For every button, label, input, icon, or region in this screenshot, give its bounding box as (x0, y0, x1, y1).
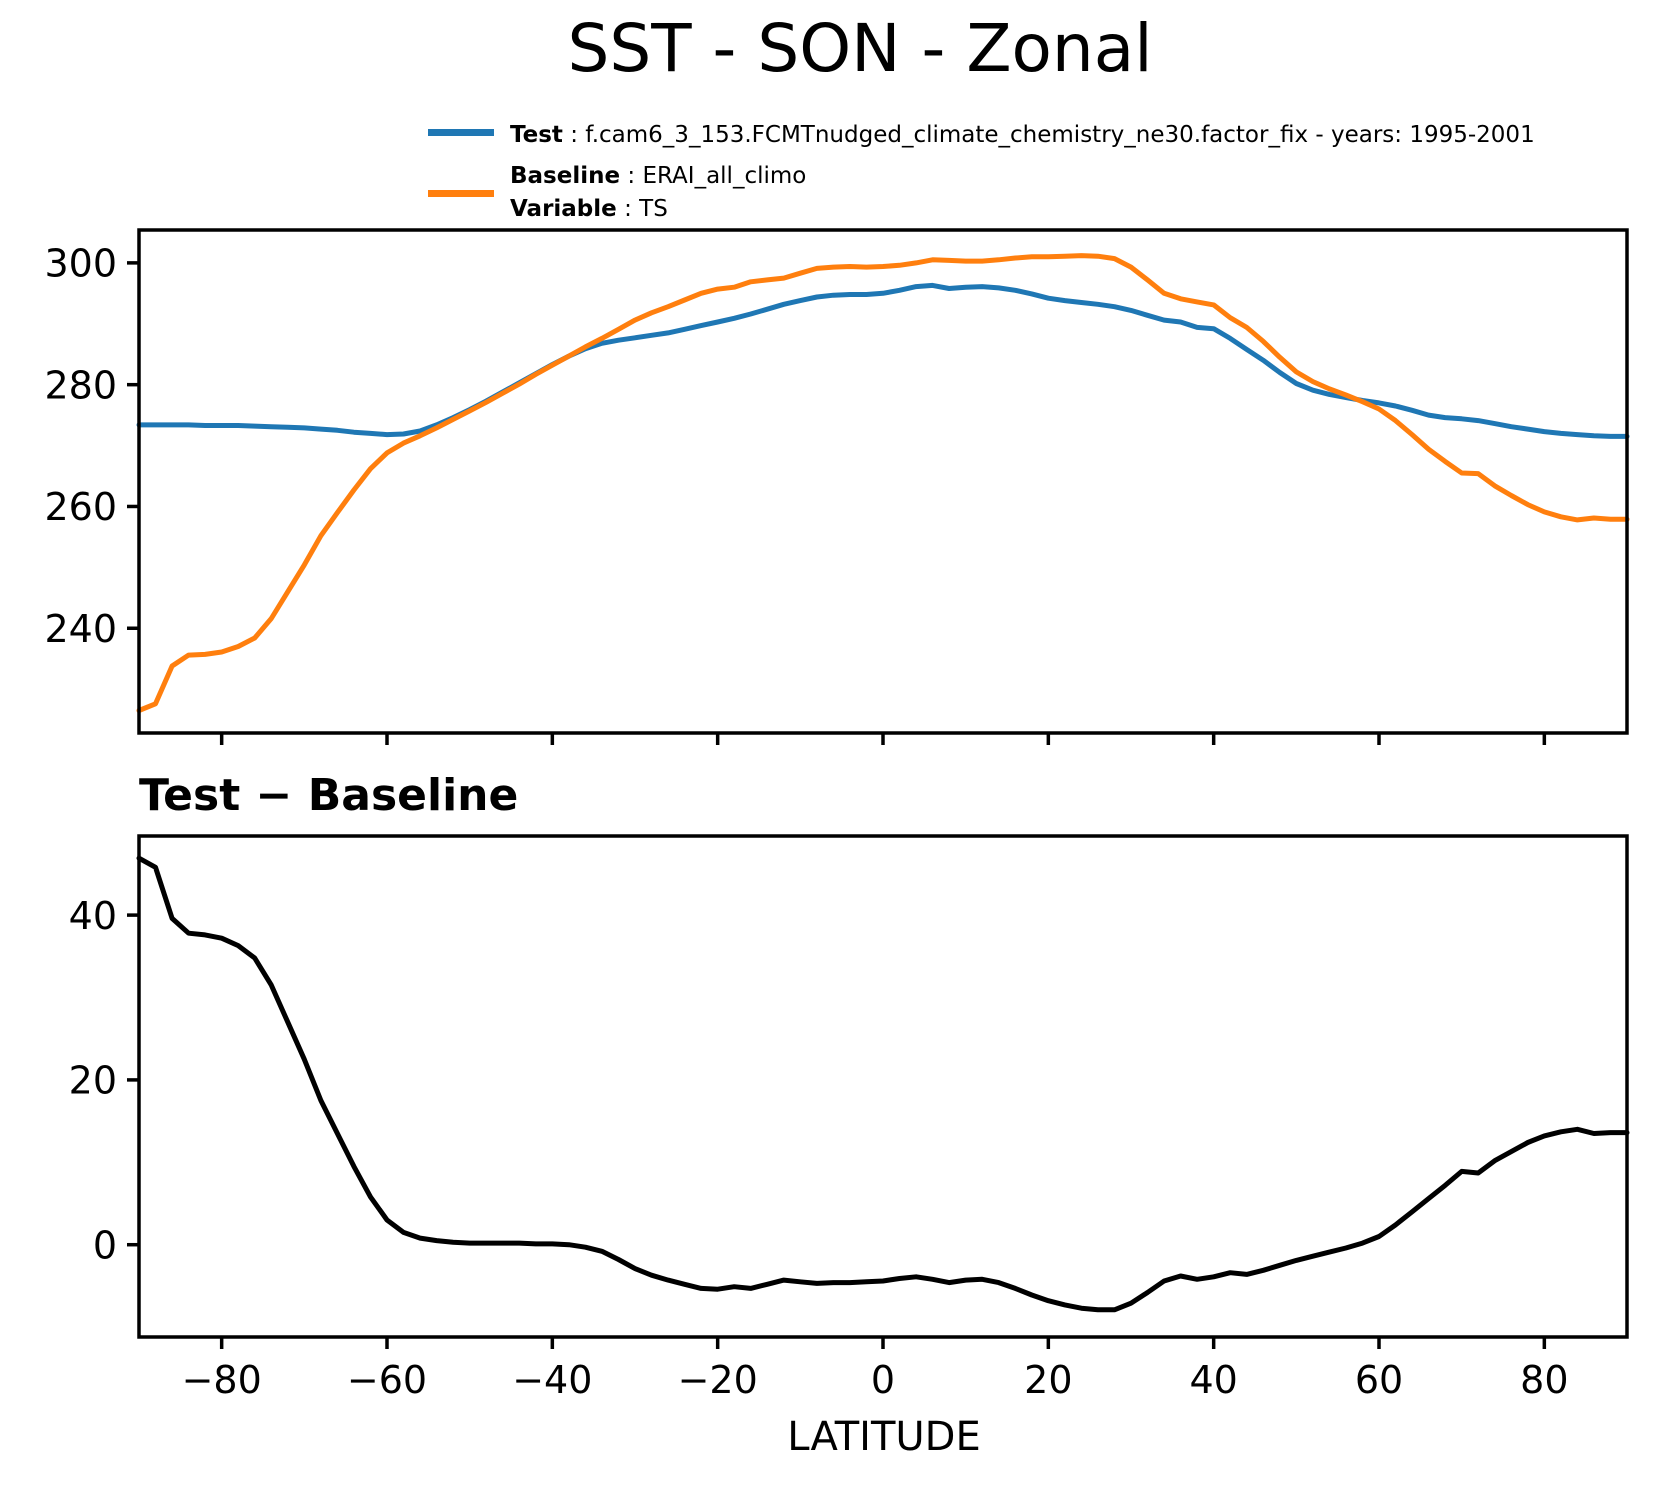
x-tick-label: −60 (347, 1358, 427, 1402)
test-baseline-line (136, 855, 1630, 1313)
legend-baseline-value: ERAI_all_climo (642, 163, 807, 189)
x-tick-label: 20 (1024, 1358, 1072, 1402)
legend-baseline-key: Baseline (510, 163, 621, 189)
y-tick-label: 260 (44, 485, 117, 529)
legend-baseline-row: Baseline : ERAI_all_climo (510, 160, 806, 193)
legend-separator: : (620, 163, 643, 189)
legend-item-baseline: Baseline : ERAI_all_climo Variable : TS (510, 160, 806, 226)
y-tick-label: 240 (44, 607, 117, 651)
x-tick-label: −80 (182, 1358, 262, 1402)
test-line-swatch (428, 129, 494, 136)
legend-separator: : (616, 196, 640, 222)
x-tick-label: −40 (512, 1358, 592, 1402)
x-axis-label: LATITUDE (787, 1414, 981, 1460)
legend-variable-value: TS (639, 196, 668, 222)
x-tick-label: 40 (1189, 1358, 1237, 1402)
x-tick-label: 80 (1520, 1358, 1568, 1402)
y-tick-label: 40 (69, 894, 117, 938)
x-tick-label: 0 (871, 1358, 895, 1402)
legend-test-value: f.cam6_3_153.FCMTnudged_climate_chemistr… (585, 122, 1535, 148)
baseline-line-swatch (428, 190, 494, 197)
test-line (136, 282, 1630, 439)
legend-variable-key: Variable (510, 196, 617, 222)
legend-variable-row: Variable : TS (510, 193, 806, 226)
y-tick-label: 0 (93, 1223, 117, 1267)
x-tick-label: −20 (678, 1358, 758, 1402)
axes-spines (137, 834, 1629, 1339)
figure-title: SST - SON - Zonal (567, 10, 1153, 87)
x-tick-label: 60 (1355, 1358, 1403, 1402)
y-tick-label: 280 (44, 363, 117, 407)
legend-test-key: Test (510, 122, 563, 148)
legend-separator: : (562, 122, 586, 148)
y-tick-label: 300 (44, 242, 117, 286)
diff-panel-title: Test − Baseline (139, 770, 519, 821)
y-tick-label: 20 (69, 1059, 117, 1103)
legend-item-test: Test : f.cam6_3_153.FCMTnudged_climate_c… (510, 119, 1535, 152)
baseline-line (136, 253, 1630, 713)
